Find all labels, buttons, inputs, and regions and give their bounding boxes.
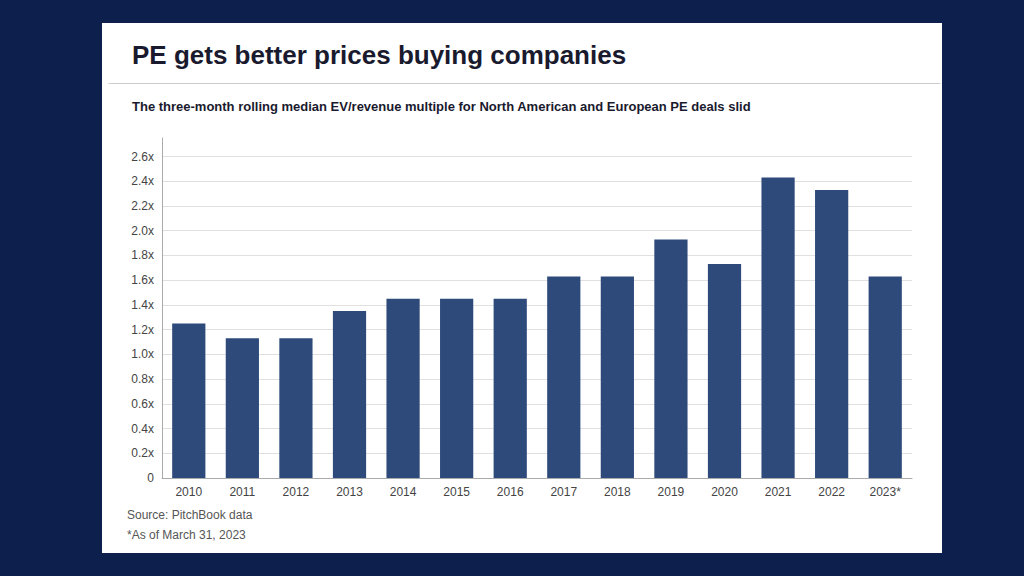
svg-text:2.6x: 2.6x bbox=[131, 150, 154, 164]
svg-text:0.8x: 0.8x bbox=[131, 372, 154, 386]
svg-text:1.4x: 1.4x bbox=[131, 298, 154, 312]
svg-text:2016: 2016 bbox=[497, 485, 524, 499]
svg-text:2017: 2017 bbox=[550, 485, 577, 499]
svg-text:1.8x: 1.8x bbox=[131, 248, 154, 262]
svg-text:2010: 2010 bbox=[175, 485, 202, 499]
svg-text:*As of March 31, 2023: *As of March 31, 2023 bbox=[127, 528, 246, 542]
svg-text:0.6x: 0.6x bbox=[131, 397, 154, 411]
svg-text:2013: 2013 bbox=[336, 485, 363, 499]
svg-text:Source: PitchBook data: Source: PitchBook data bbox=[127, 508, 253, 522]
svg-text:2023*: 2023* bbox=[870, 485, 902, 499]
svg-text:2015: 2015 bbox=[443, 485, 470, 499]
svg-text:2021: 2021 bbox=[765, 485, 792, 499]
svg-text:1.2x: 1.2x bbox=[131, 323, 154, 337]
svg-text:2022: 2022 bbox=[818, 485, 845, 499]
svg-text:0.2x: 0.2x bbox=[131, 446, 154, 460]
svg-text:1.0x: 1.0x bbox=[131, 347, 154, 361]
svg-text:2012: 2012 bbox=[283, 485, 310, 499]
svg-text:2.2x: 2.2x bbox=[131, 199, 154, 213]
svg-text:2014: 2014 bbox=[390, 485, 417, 499]
svg-text:PE gets better prices buying c: PE gets better prices buying companies bbox=[132, 40, 626, 70]
svg-text:1.6x: 1.6x bbox=[131, 273, 154, 287]
svg-text:2020: 2020 bbox=[711, 485, 738, 499]
svg-text:0: 0 bbox=[147, 471, 154, 485]
svg-text:2018: 2018 bbox=[604, 485, 631, 499]
svg-text:0.4x: 0.4x bbox=[131, 422, 154, 436]
svg-text:2.4x: 2.4x bbox=[131, 174, 154, 188]
svg-text:The three-month rolling median: The three-month rolling median EV/revenu… bbox=[132, 99, 751, 114]
svg-text:2019: 2019 bbox=[658, 485, 685, 499]
svg-text:2.0x: 2.0x bbox=[131, 224, 154, 238]
svg-text:2011: 2011 bbox=[229, 485, 255, 499]
